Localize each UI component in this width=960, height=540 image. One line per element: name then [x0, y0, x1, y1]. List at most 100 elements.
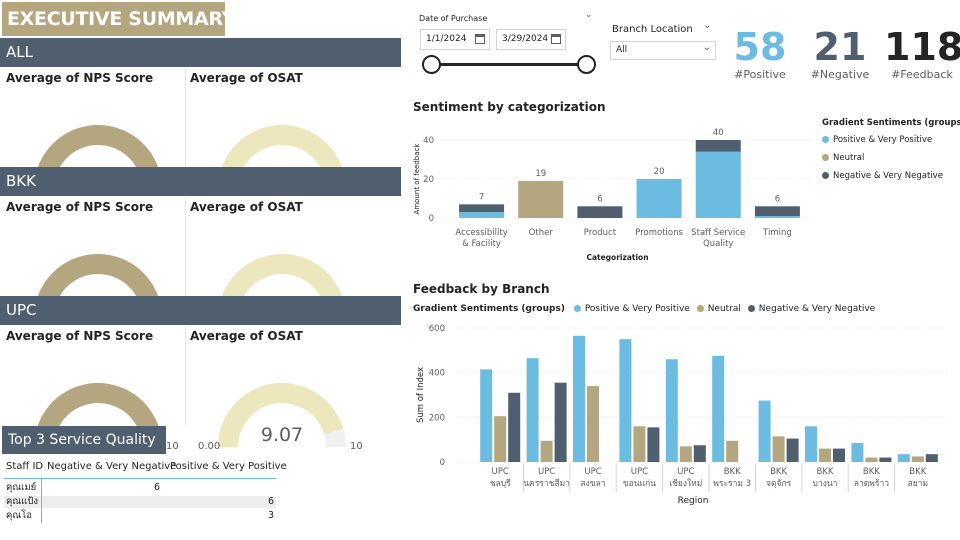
date-to-input[interactable]: 3/29/2024 [496, 29, 566, 50]
bar[interactable] [726, 440, 739, 462]
x-tick-label: สยาม [908, 479, 929, 489]
bar[interactable] [647, 427, 660, 462]
bar-segment[interactable] [754, 216, 800, 218]
bar[interactable] [573, 335, 585, 462]
bar[interactable] [879, 457, 892, 462]
x-tick-label: UPC [584, 467, 601, 477]
date-slicer-chevron-icon[interactable]: ⌄ [585, 10, 593, 20]
table-row[interactable]: คุณเมย์ 6 [4, 482, 276, 494]
bar[interactable] [679, 446, 692, 462]
bar-segment[interactable] [695, 151, 741, 218]
branch-dropdown[interactable]: All ⌄ [610, 41, 716, 60]
legend-item-negative[interactable]: Negative & Very Negative [822, 171, 958, 181]
top3-title: Top 3 Service Quality [8, 432, 156, 448]
x-tick-label: พระราม 3 [713, 479, 751, 489]
bar[interactable] [851, 443, 864, 462]
legend-label-positive: Positive & Very Positive [833, 135, 933, 145]
nps-gauge-title: Average of NPS Score [6, 200, 154, 214]
data-label: 7 [479, 192, 484, 202]
table-header-divider [4, 478, 276, 479]
x-tick-label: Promotions [635, 228, 683, 238]
bar[interactable] [712, 355, 725, 462]
legend-item-positive[interactable]: Positive & Very Positive [822, 135, 958, 145]
chart-branch-title: Feedback by Branch [413, 282, 550, 296]
chart-sentiment[interactable]: Amount of feedback 0 20 40 7 Accessibility& F… [405, 118, 815, 266]
bar[interactable] [758, 400, 771, 462]
bar[interactable] [554, 382, 567, 462]
bar[interactable] [805, 426, 817, 462]
bar-segment[interactable] [577, 206, 623, 218]
osat-gauge-card[interactable]: Average of OSAT 9.07 0.00 10 [186, 327, 368, 455]
calendar-icon[interactable] [551, 34, 561, 44]
gauge-max-label: 10 [350, 441, 363, 452]
x-tick-label: UPC [631, 467, 648, 477]
date-slider-handle-start[interactable] [422, 55, 441, 74]
legend-item-neutral[interactable]: Neutral [822, 153, 958, 163]
bar[interactable] [480, 369, 493, 462]
bar[interactable] [772, 436, 785, 462]
bar[interactable] [833, 448, 845, 462]
bar[interactable] [865, 457, 878, 462]
y-axis-label: Amount of feedback [413, 143, 421, 215]
col-positive[interactable]: Positive & Very Positive [170, 461, 287, 472]
legend-item-negative[interactable]: Negative & Very Negative [747, 304, 875, 314]
kpi-negative-label: #Negative [810, 68, 870, 81]
cell-staff-id: คุณเมย์ [6, 482, 37, 493]
bar[interactable] [693, 445, 706, 462]
bar[interactable] [587, 386, 599, 462]
legend-item-positive[interactable]: Positive & Very Positive [573, 304, 690, 314]
date-slider-handle-end[interactable] [577, 55, 596, 74]
bar-segment[interactable] [518, 180, 564, 218]
col-negative[interactable]: Negative & Very Negative [47, 461, 177, 472]
top3-table-header: Staff ID Negative & Very Negative Positi… [4, 461, 287, 475]
bar[interactable] [925, 454, 938, 462]
chart2-legend: Gradient Sentiments (groups) Positive & … [413, 304, 875, 314]
legend-label-neutral: Neutral [707, 304, 741, 314]
y-tick-label: 400 [429, 369, 445, 379]
bar-segment[interactable] [636, 179, 682, 218]
x-tick-label: BKK [909, 467, 926, 477]
branch-slicer-chevron-icon[interactable]: ⌄ [703, 20, 712, 31]
bar[interactable] [619, 339, 632, 462]
x-tick-label: Quality [703, 239, 733, 249]
y-tick-label: 0 [440, 458, 445, 468]
chart-branch[interactable]: Sum of Index0200400600UPCชลบุรีUPCนครราช… [405, 318, 957, 538]
bar[interactable] [508, 392, 521, 462]
bar-segment[interactable] [459, 212, 505, 218]
bar[interactable] [540, 440, 553, 462]
col-staff-id[interactable]: Staff ID [6, 461, 44, 472]
table-row[interactable]: คุณโอ 3 [4, 510, 276, 522]
table-row[interactable]: คุณแป้ง 6 [4, 496, 276, 508]
gauge-fill [34, 382, 160, 447]
x-tick-label: Staff Service [691, 228, 745, 238]
cell-staff-id: คุณโอ [6, 510, 32, 521]
bar[interactable] [526, 358, 539, 462]
bar-segment[interactable] [695, 140, 741, 152]
bar[interactable] [494, 416, 507, 462]
data-label: 40 [713, 128, 724, 138]
y-tick-label: 20 [423, 175, 434, 185]
y-tick-label: 0 [429, 214, 434, 224]
date-slicer-label: Date of Purchase [419, 14, 488, 23]
x-tick-label: BKK [770, 467, 787, 477]
x-axis-label: Categorization [586, 253, 648, 262]
bar-segment[interactable] [754, 206, 800, 217]
bar[interactable] [819, 448, 831, 462]
bar[interactable] [786, 438, 799, 462]
bar[interactable] [911, 456, 924, 462]
section-bar-upc: UPC [0, 296, 401, 325]
cell-negative: 6 [154, 482, 161, 493]
bar[interactable] [633, 426, 646, 462]
page-title: EXECUTIVE SUMMARY [2, 2, 236, 36]
x-tick-label: & Facility [462, 239, 501, 249]
x-tick-label: Other [529, 228, 554, 238]
date-from-input[interactable]: 1/1/2024 [420, 29, 490, 50]
bar[interactable] [897, 454, 910, 462]
x-tick-label: นครราชสีมา [523, 478, 570, 489]
section-bar-bkk: BKK [0, 167, 401, 196]
bar[interactable] [665, 359, 678, 462]
legend-item-neutral[interactable]: Neutral [696, 304, 741, 314]
calendar-icon[interactable] [475, 34, 485, 44]
bar-segment[interactable] [459, 204, 505, 213]
date-range-track[interactable] [431, 63, 587, 66]
